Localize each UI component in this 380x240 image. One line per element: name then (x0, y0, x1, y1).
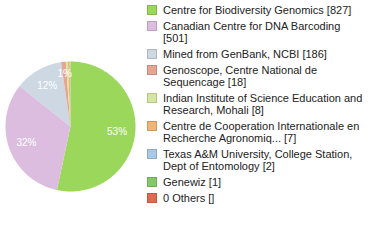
html-text:Canadian Centre for DNA Barcod: Canadian Centre for DNA Barcoding [501] (163, 20, 341, 44)
html-text:Centre for Biodiversity Genomi: Centre for Biodiversity Genomics [827] (163, 4, 352, 16)
svg-text:53%: 53% (107, 126, 127, 137)
html-text:Indian Institute of Science Ed: Indian Institute of Science Education an… (163, 92, 363, 116)
html-text:Mined from GenBank, NCBI [186]: Mined from GenBank, NCBI [186] (163, 48, 327, 60)
html-text:Genoscope, Centre National de: Genoscope, Centre National de Sequencage… (163, 64, 318, 88)
html-text:Texas A&M University, College: Texas A&M University, College Station, D… (163, 148, 353, 172)
html-text:Genewiz [1]: Genewiz [1] (163, 176, 222, 188)
svg-text:12%: 12% (37, 80, 57, 91)
html-text:Centre de Cooperation Internat: Centre de Cooperation Internationale en … (163, 120, 360, 144)
svg-text:32%: 32% (16, 137, 36, 148)
svg-text:1%: 1% (57, 68, 72, 79)
html-text:0 Others []: 0 Others [] (163, 192, 215, 204)
